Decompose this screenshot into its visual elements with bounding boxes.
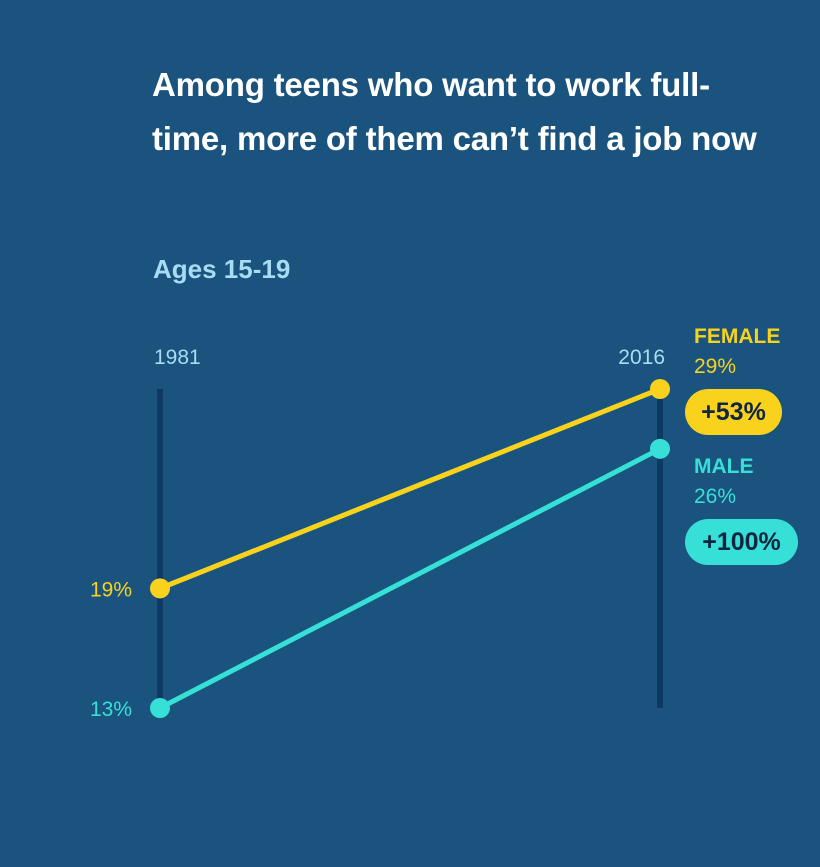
tick-label-1981: 1981 [154, 346, 201, 369]
labels: 1981 2016 19% 13% FEMALE 29% MALE 26% [90, 325, 780, 721]
change-badge-female: +53% [685, 389, 782, 435]
legend-name-female: FEMALE [694, 325, 780, 348]
chart-title: Among teens who want to work full-time, … [152, 66, 757, 157]
start-label-male: 13% [90, 698, 132, 721]
point-male-2016 [650, 438, 670, 459]
axes [157, 389, 663, 708]
chart-subtitle: Ages 15-19 [153, 254, 291, 284]
series-lines [150, 379, 670, 718]
end-label-female: 29% [694, 355, 736, 378]
start-label-female: 19% [90, 578, 132, 601]
series-line-female [157, 386, 663, 591]
series-line-male [157, 446, 663, 711]
change-badge-male: +100% [685, 519, 798, 565]
point-female-2016 [650, 379, 670, 399]
point-female-1981 [150, 578, 170, 599]
legend-name-male: MALE [694, 455, 754, 478]
end-label-male: 26% [694, 485, 736, 508]
tick-label-2016: 2016 [618, 346, 665, 369]
point-male-1981 [150, 698, 170, 718]
